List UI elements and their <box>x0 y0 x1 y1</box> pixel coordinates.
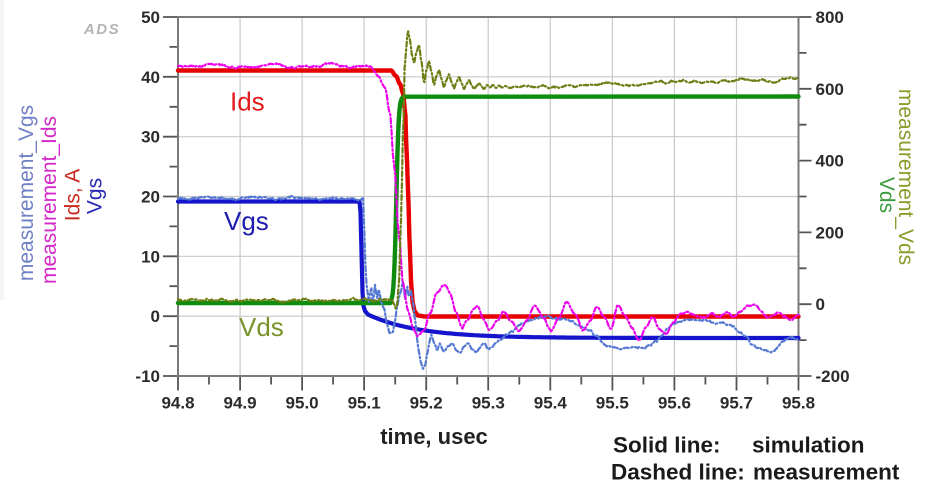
svg-text:0: 0 <box>151 307 160 326</box>
svg-text:Vds: Vds <box>239 312 284 342</box>
svg-text:measurement: measurement <box>753 460 900 485</box>
svg-text:Vgs: Vgs <box>84 178 107 214</box>
svg-text:Vds: Vds <box>875 177 898 213</box>
svg-text:600: 600 <box>816 80 844 99</box>
svg-text:ADS: ADS <box>83 21 120 38</box>
svg-text:40: 40 <box>141 68 160 87</box>
svg-text:95.3: 95.3 <box>472 394 505 413</box>
svg-text:0: 0 <box>816 295 825 314</box>
svg-text:Ids, A: Ids, A <box>62 169 85 222</box>
svg-text:Dashed line:: Dashed line: <box>611 460 745 485</box>
svg-text:time, usec: time, usec <box>380 424 488 449</box>
svg-text:measurement_Vgs: measurement_Vgs <box>15 105 38 281</box>
svg-text:-200: -200 <box>816 367 850 386</box>
svg-text:measurement_Ids: measurement_Ids <box>38 116 61 284</box>
svg-text:200: 200 <box>816 223 844 242</box>
svg-text:95.2: 95.2 <box>410 394 443 413</box>
svg-text:95.4: 95.4 <box>534 394 568 413</box>
svg-text:10: 10 <box>141 247 160 266</box>
svg-text:95.1: 95.1 <box>348 394 381 413</box>
svg-text:Vgs: Vgs <box>224 206 269 236</box>
svg-text:measurement_Vds: measurement_Vds <box>894 89 917 265</box>
svg-text:20: 20 <box>141 188 160 207</box>
svg-text:95.6: 95.6 <box>658 394 691 413</box>
svg-text:-10: -10 <box>135 367 160 386</box>
svg-text:94.8: 94.8 <box>161 394 194 413</box>
svg-text:400: 400 <box>816 152 844 171</box>
svg-text:95.0: 95.0 <box>286 394 319 413</box>
svg-text:95.8: 95.8 <box>782 394 815 413</box>
svg-text:50: 50 <box>141 8 160 27</box>
svg-text:30: 30 <box>141 128 160 147</box>
svg-text:800: 800 <box>816 8 844 27</box>
svg-text:95.7: 95.7 <box>720 394 753 413</box>
svg-text:94.9: 94.9 <box>224 394 257 413</box>
svg-text:95.5: 95.5 <box>596 394 629 413</box>
svg-text:Ids: Ids <box>230 87 265 117</box>
svg-text:Solid line:: Solid line: <box>613 433 721 458</box>
svg-text:simulation: simulation <box>752 433 865 458</box>
